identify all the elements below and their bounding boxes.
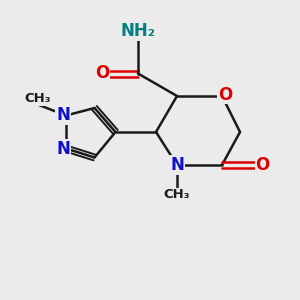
Text: N: N: [56, 140, 70, 158]
Text: O: O: [95, 64, 109, 82]
Text: CH₃: CH₃: [24, 92, 51, 106]
Text: N: N: [170, 156, 184, 174]
Text: NH₂: NH₂: [121, 22, 155, 40]
Text: CH₃: CH₃: [164, 188, 190, 202]
Text: N: N: [56, 106, 70, 124]
Text: O: O: [255, 156, 270, 174]
Text: O: O: [218, 85, 232, 103]
